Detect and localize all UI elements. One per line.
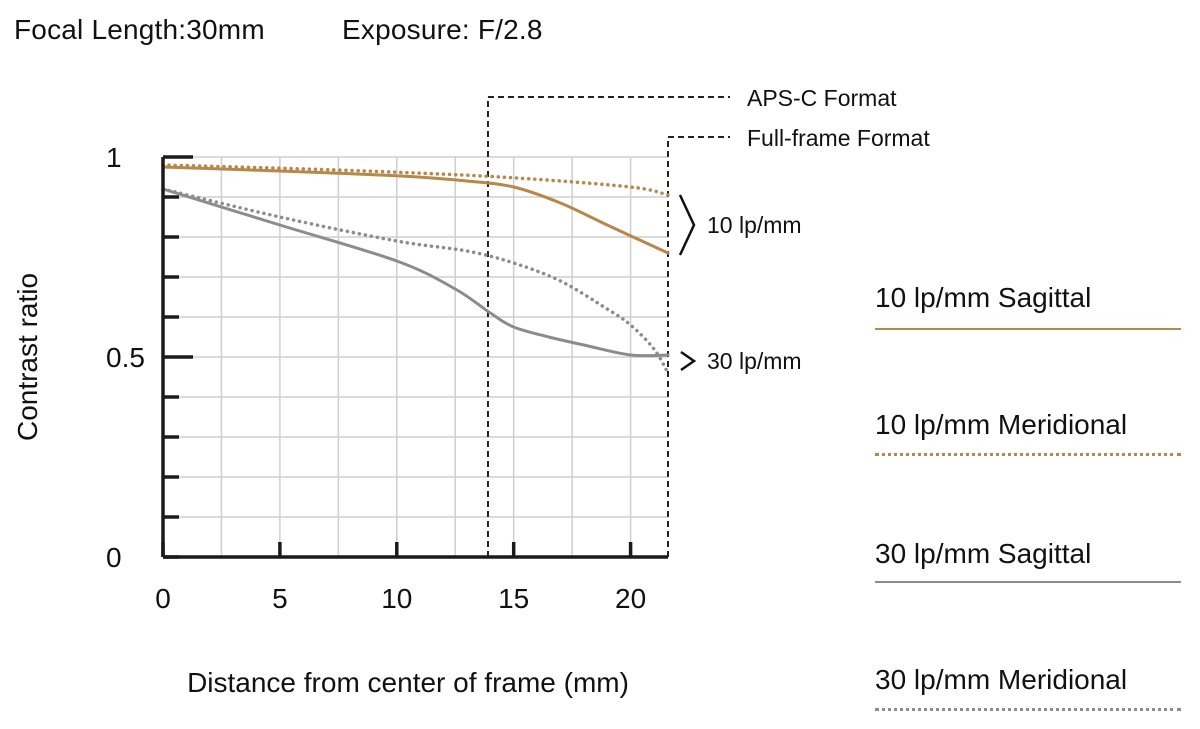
y-tick-label: 1 (106, 142, 122, 173)
bracket-10lp (678, 194, 696, 256)
focal-length-label: Focal Length:30mm (14, 14, 265, 45)
legend-label: 30 lp/mm Meridional (875, 664, 1128, 695)
x-axis-title: Distance from center of frame (mm) (187, 667, 629, 698)
series-lines (161, 163, 670, 375)
format-boundary-line (486, 96, 550, 557)
bracket-30lp (680, 350, 697, 372)
format-lines (486, 96, 730, 557)
x-tick-label: 20 (615, 583, 646, 614)
fullframe-format-label: Full-frame Format (747, 125, 930, 151)
series-10-lp-mm-meridional (161, 163, 670, 197)
legend-item-30-meridional: 30 lp/mm Meridional (875, 664, 1181, 711)
axes (161, 155, 668, 559)
grid (163, 156, 668, 557)
legend-swatch (875, 328, 1181, 330)
legend-label: 30 lp/mm Sagittal (875, 538, 1092, 569)
legend-item-30-sagittal: 30 lp/mm Sagittal (875, 538, 1181, 583)
legend-swatch (875, 708, 1181, 711)
format-boundary-line (667, 136, 730, 557)
legend-label: 10 lp/mm Sagittal (875, 282, 1092, 313)
chart-labels: APS-C Format Full-frame Format 0 5 10 15 20 0 0.… (12, 85, 930, 698)
y-axis-title: Contrast ratio (12, 273, 43, 441)
legend-label: 10 lp/mm Meridional (875, 409, 1128, 440)
series-30-lp-mm-sagittal (161, 187, 670, 358)
legend-item-10-meridional: 10 lp/mm Meridional (875, 409, 1181, 456)
legend-swatch (875, 453, 1181, 456)
y-tick-label: 0.5 (106, 342, 145, 373)
x-tick-label: 5 (272, 583, 288, 614)
group-label-10lp: 10 lp/mm (707, 212, 802, 238)
x-tick-label: 10 (381, 583, 412, 614)
exposure-label: Exposure: F/2.8 (342, 14, 543, 45)
x-tick-label: 0 (155, 583, 171, 614)
legend-swatch (875, 581, 1181, 583)
apsc-format-label: APS-C Format (747, 85, 897, 111)
y-tick-label: 0 (106, 542, 122, 573)
series-10-lp-mm-sagittal (161, 165, 670, 255)
legend-item-10-sagittal: 10 lp/mm Sagittal (875, 282, 1181, 330)
group-label-30lp: 30 lp/mm (707, 348, 802, 374)
x-tick-label: 15 (498, 583, 529, 614)
